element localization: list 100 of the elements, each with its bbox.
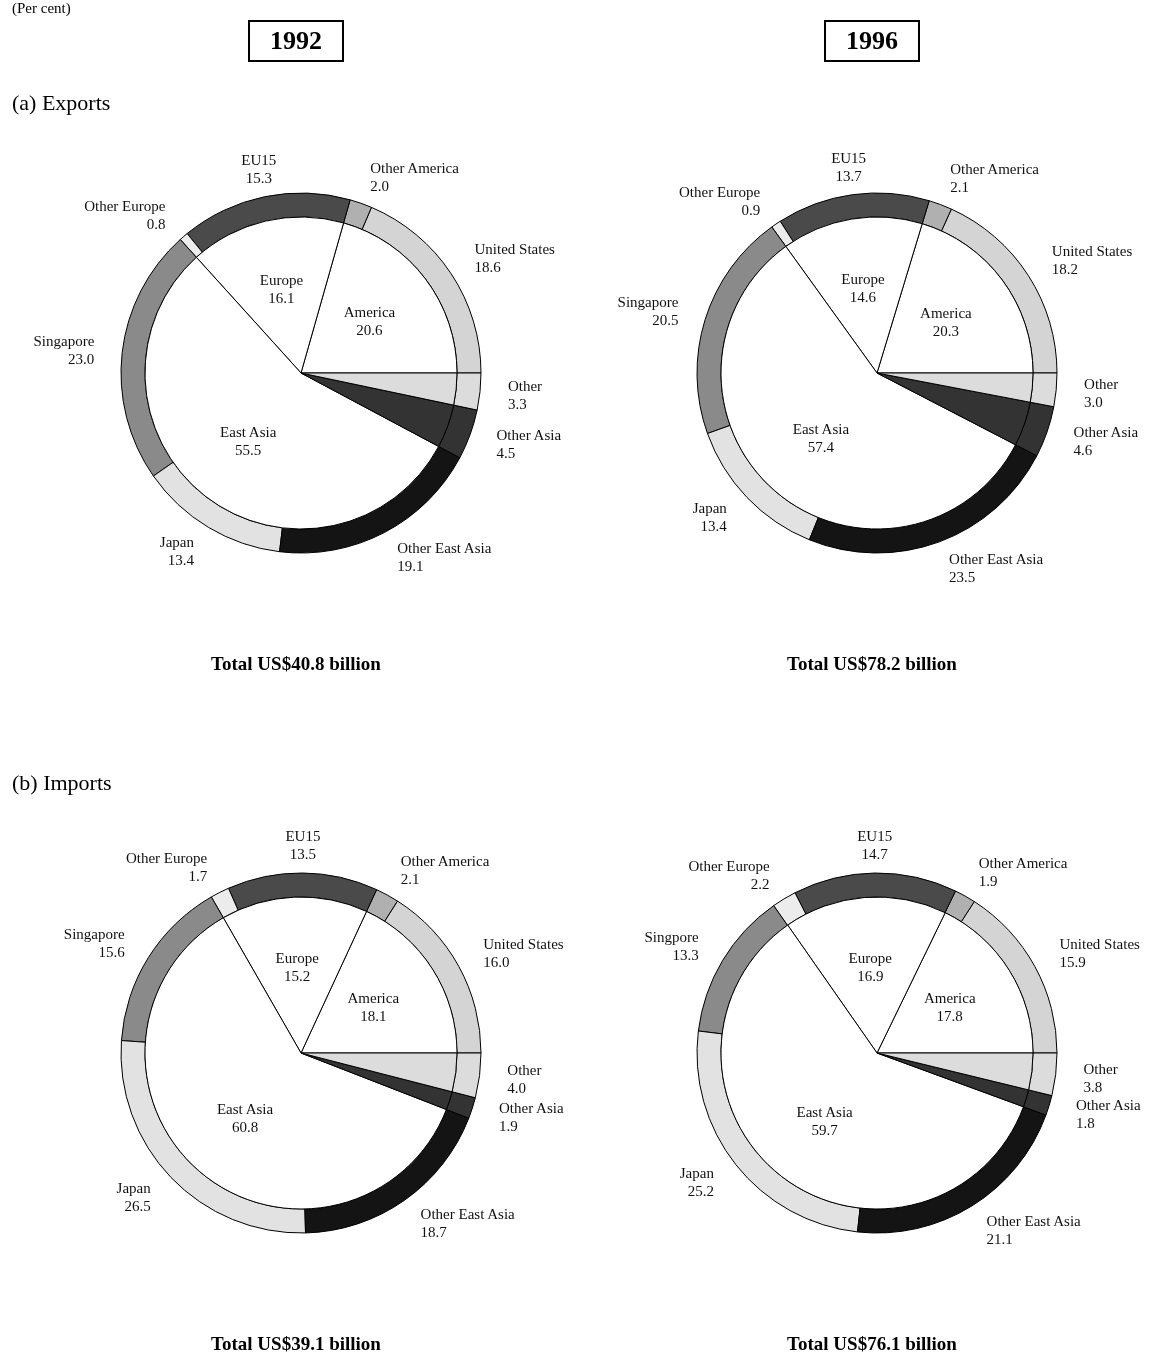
data-label: 4.5 bbox=[496, 445, 516, 462]
data-label: 16.9 bbox=[857, 968, 884, 985]
slice-label: United States bbox=[483, 935, 564, 952]
slice-label: Other Asia bbox=[1075, 1096, 1141, 1113]
slice-label: Other bbox=[1084, 375, 1119, 392]
data-label: 1.8 bbox=[1075, 1114, 1095, 1131]
slice-label: East Asia bbox=[792, 420, 850, 437]
data-label: 59.7 bbox=[811, 1121, 839, 1138]
slice-label: Singapore bbox=[617, 294, 679, 311]
slice-label: Other America bbox=[370, 159, 460, 176]
slice-label: East Asia bbox=[216, 1101, 274, 1118]
slice-label: EU15 bbox=[831, 149, 867, 166]
text: Total US$78.2 billion bbox=[786, 653, 958, 675]
data-label: 20.3 bbox=[932, 322, 960, 339]
data-label: 21.1 bbox=[986, 1230, 1013, 1247]
slice-label: Other East Asia bbox=[397, 540, 492, 557]
slice-label: Other Asia bbox=[499, 1099, 564, 1116]
data-label: 1.9 bbox=[978, 872, 998, 889]
data-label: 4.6 bbox=[1073, 442, 1093, 459]
slice-label: EU15 bbox=[285, 828, 321, 845]
data-label: 13.4 bbox=[167, 552, 195, 569]
data-label: 15.3 bbox=[245, 170, 272, 187]
chart-subtitle: 1996 bbox=[824, 20, 920, 62]
slice-label: America bbox=[920, 304, 973, 321]
data-label: 15.2 bbox=[284, 968, 311, 985]
text: Total US$76.1 billion bbox=[786, 1333, 958, 1355]
slice-label: Japan bbox=[116, 1179, 152, 1196]
data-label: 3.0 bbox=[1084, 393, 1103, 410]
data-label: 25.2 bbox=[687, 1183, 714, 1200]
slice-label: United States bbox=[1051, 243, 1133, 260]
slice-label: United States bbox=[1059, 936, 1141, 953]
data-label: 1.7 bbox=[188, 868, 208, 885]
slice-label: Europe bbox=[275, 950, 320, 967]
slice-label: Other bbox=[1083, 1060, 1118, 1077]
slice-label: Japan bbox=[679, 1165, 715, 1182]
slice-label: Europe bbox=[841, 271, 885, 288]
slice-label: East Asia bbox=[796, 1103, 854, 1120]
data-label: 16.1 bbox=[268, 290, 295, 307]
data-label: 26.5 bbox=[124, 1197, 151, 1214]
data-label: 2.0 bbox=[370, 177, 389, 194]
data-label: 0.8 bbox=[146, 216, 166, 233]
data-label: 18.6 bbox=[474, 259, 502, 276]
slice-label: Other Asia bbox=[496, 427, 562, 444]
data-label: 13.3 bbox=[672, 946, 699, 963]
text: Total US$40.8 billion bbox=[210, 653, 382, 675]
data-label: 1.9 bbox=[499, 1117, 518, 1134]
data-label: 55.5 bbox=[235, 441, 262, 458]
slice-label: Japan bbox=[159, 534, 195, 551]
data-label: 2.2 bbox=[750, 875, 770, 892]
slice-label: EU15 bbox=[241, 152, 277, 169]
data-label: 13.7 bbox=[835, 167, 863, 184]
slice-label: Europe bbox=[259, 272, 304, 289]
data-label: 20.6 bbox=[356, 322, 384, 339]
data-label: 17.8 bbox=[936, 1008, 963, 1025]
data-label: 14.6 bbox=[849, 289, 877, 306]
slice-label: America bbox=[347, 989, 400, 1006]
data-label: 18.1 bbox=[360, 1007, 387, 1024]
data-label: 0.9 bbox=[741, 201, 761, 218]
data-label: 20.5 bbox=[652, 312, 679, 329]
slice-label: Other East Asia bbox=[986, 1212, 1082, 1229]
slice-label: East Asia bbox=[220, 423, 277, 440]
data-label: 2.1 bbox=[400, 871, 420, 888]
chart-subtitle: 1992 bbox=[248, 20, 344, 62]
data-label: 16.0 bbox=[483, 953, 510, 970]
slice-label: Other East Asia bbox=[949, 551, 1044, 568]
slice-label: Other America bbox=[950, 161, 1040, 178]
data-label: 15.9 bbox=[1059, 954, 1086, 971]
data-label: 13.5 bbox=[289, 846, 317, 863]
data-label: 18.2 bbox=[1051, 261, 1079, 278]
chart-title: (b) Imports bbox=[12, 770, 112, 796]
chart-title: (a) Exports bbox=[12, 90, 111, 116]
slice-label: EU15 bbox=[857, 828, 893, 845]
data-label: 13.4 bbox=[700, 517, 728, 534]
data-label: 2.1 bbox=[950, 179, 970, 196]
text: (Per cent) bbox=[12, 0, 71, 17]
data-label: 18.7 bbox=[420, 1224, 448, 1241]
slice-label: United States bbox=[474, 241, 556, 258]
slice-label: Singpore bbox=[644, 928, 700, 945]
slice-label: Other Europe bbox=[679, 183, 761, 200]
text: Total US$39.1 billion bbox=[210, 1333, 382, 1355]
slice-label: Other Asia bbox=[1073, 424, 1139, 441]
data-label: 60.8 bbox=[231, 1119, 259, 1136]
slice-label: America bbox=[343, 304, 396, 321]
data-label: 14.7 bbox=[861, 846, 889, 863]
slice-label: Other Europe bbox=[125, 850, 208, 867]
slice-label: America bbox=[923, 990, 976, 1007]
data-label: 3.8 bbox=[1083, 1078, 1103, 1095]
slice-label: Europe bbox=[848, 950, 893, 967]
slice-label: Other bbox=[507, 1062, 542, 1079]
data-label: 19.1 bbox=[397, 558, 424, 575]
data-label: 4.0 bbox=[507, 1080, 527, 1097]
slice-label: Singapore bbox=[33, 332, 95, 349]
data-label: 3.3 bbox=[507, 395, 527, 412]
slice-label: Other America bbox=[400, 853, 490, 870]
slice-label: Singapore bbox=[63, 925, 126, 942]
slice-label: Other East Asia bbox=[420, 1206, 516, 1223]
slice-label: Other bbox=[507, 377, 543, 394]
data-label: 23.0 bbox=[68, 350, 95, 367]
slice-label: Other America bbox=[978, 854, 1068, 871]
data-label: 15.6 bbox=[98, 943, 126, 960]
